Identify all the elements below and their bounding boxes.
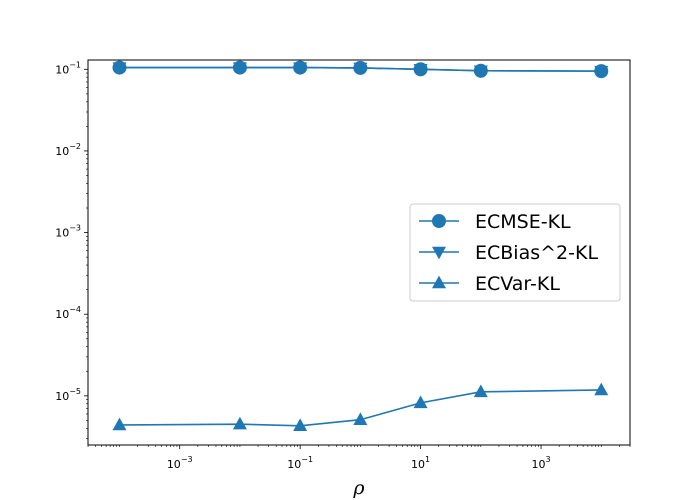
legend-label: ECMSE-KL	[475, 211, 571, 233]
legend-marker	[432, 214, 446, 228]
series-layer	[112, 60, 609, 432]
data-point	[413, 395, 428, 409]
legend-box	[409, 203, 621, 302]
y-tick-label: 10−4	[55, 305, 81, 321]
x-tick-label: 101	[411, 455, 430, 471]
legend-item: ECMSE-KL	[419, 211, 571, 233]
data-point	[353, 412, 368, 425]
data-point	[112, 62, 127, 75]
data-point	[232, 416, 247, 430]
data-point	[473, 65, 488, 79]
x-axis-title: ρ	[352, 477, 365, 499]
y-tick-label: 10−3	[55, 224, 81, 240]
data-point	[413, 64, 428, 77]
plot-frame	[87, 59, 631, 446]
data-point	[293, 418, 308, 432]
y-tick-label: 10−5	[55, 387, 81, 403]
legend-marker	[432, 275, 446, 289]
data-point	[353, 62, 368, 76]
x-tick-label: 103	[531, 455, 550, 471]
legend-label: ECVar-KL	[475, 273, 560, 295]
data-point	[594, 382, 609, 396]
x-tick-label: 10−3	[167, 455, 193, 471]
legend-item: ECBias^2-KL	[419, 242, 598, 264]
series-ecbias-2-kl	[112, 62, 609, 79]
data-point	[293, 62, 308, 75]
series-ecvar-kl	[112, 382, 609, 432]
data-point	[232, 62, 247, 75]
legend-item: ECVar-KL	[419, 273, 560, 295]
x-tick-label: 10−1	[287, 455, 313, 471]
legend-marker	[432, 246, 446, 260]
data-point	[112, 417, 127, 431]
legend-label: ECBias^2-KL	[475, 242, 598, 264]
y-tick-label: 10−1	[55, 60, 81, 76]
legend: ECMSE-KL ECBias^2-KL ECVar-KL	[409, 203, 621, 302]
data-point	[594, 65, 609, 79]
y-tick-label: 10−2	[55, 142, 81, 158]
axis-ticks: 10−3 10−1 101 103 10−5 10−4 10−3 10−2 10−1	[55, 60, 631, 471]
data-point	[473, 384, 488, 398]
